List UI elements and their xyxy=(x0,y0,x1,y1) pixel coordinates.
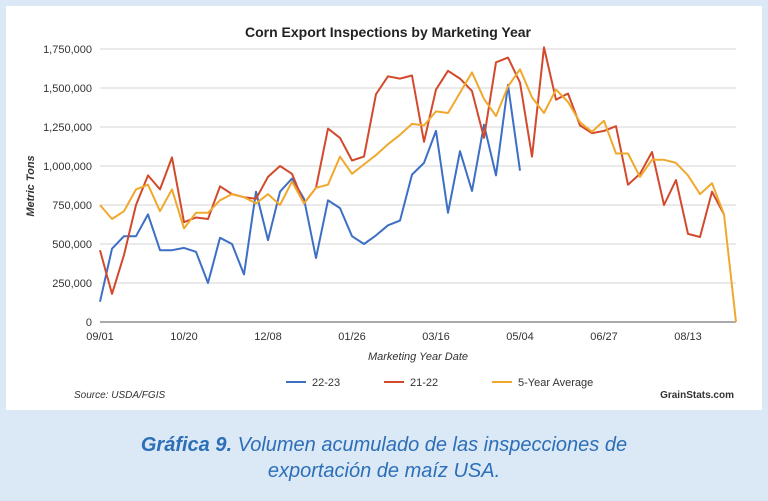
chart-title: Corn Export Inspections by Marketing Yea… xyxy=(245,24,532,40)
x-tick-label: 03/16 xyxy=(422,331,450,343)
y-tick-label: 750,000 xyxy=(52,200,92,212)
x-tick-label: 10/20 xyxy=(170,331,198,343)
x-tick-label: 06/27 xyxy=(590,331,618,343)
y-tick-label: 1,500,000 xyxy=(43,83,92,95)
credit-note: GrainStats.com xyxy=(660,390,734,401)
y-tick-label: 500,000 xyxy=(52,239,92,251)
legend-label: 22-23 xyxy=(312,377,340,389)
y-tick-label: 1,250,000 xyxy=(43,122,92,134)
x-tick-label: 09/01 xyxy=(86,331,114,343)
chart-panel: Corn Export Inspections by Marketing Yea… xyxy=(6,6,762,410)
caption-text: Volumen acumulado de las inspecciones de xyxy=(232,434,628,456)
y-tick-label: 0 xyxy=(86,317,92,329)
chart-legend: 22-23 21-22 5-Year Average xyxy=(286,377,593,389)
x-tick-label: 12/08 xyxy=(254,331,282,343)
y-gridlines xyxy=(100,48,736,284)
source-note: Source: USDA/FGIS xyxy=(74,390,165,401)
legend-label: 21-22 xyxy=(410,377,438,389)
legend-label: 5-Year Average xyxy=(518,377,593,389)
x-axis-label: Marketing Year Date xyxy=(368,351,468,363)
line-chart: Corn Export Inspections by Marketing Yea… xyxy=(25,24,737,401)
series-line-2 xyxy=(99,46,725,295)
caption-line-1: Gráfica 9. Volumen acumulado de las insp… xyxy=(0,432,768,458)
y-tick-label: 1,000,000 xyxy=(43,161,92,173)
series-line-1 xyxy=(99,83,521,302)
series-lines xyxy=(99,46,737,323)
x-tick-label: 01/26 xyxy=(338,331,366,343)
x-tick-label: 08/13 xyxy=(674,331,702,343)
series-line-3 xyxy=(99,68,737,323)
figure-caption: Gráfica 9. Volumen acumulado de las insp… xyxy=(0,432,768,484)
x-tick-labels: 09/01 10/20 12/08 01/26 03/16 05/04 06/27 08/13 xyxy=(86,331,702,343)
caption-line-2: exportación de maíz USA. xyxy=(267,460,501,482)
x-tick-label: 05/04 xyxy=(506,331,534,343)
y-tick-label: 1,750,000 xyxy=(43,44,92,56)
y-tick-labels: 0 250,000 500,000 750,000 1,000,000 1,250,000… xyxy=(43,44,92,329)
caption-lead: Gráfica 9. xyxy=(140,434,233,456)
y-tick-label: 250,000 xyxy=(52,278,92,290)
y-axis-label: Metric Tons xyxy=(25,155,37,216)
